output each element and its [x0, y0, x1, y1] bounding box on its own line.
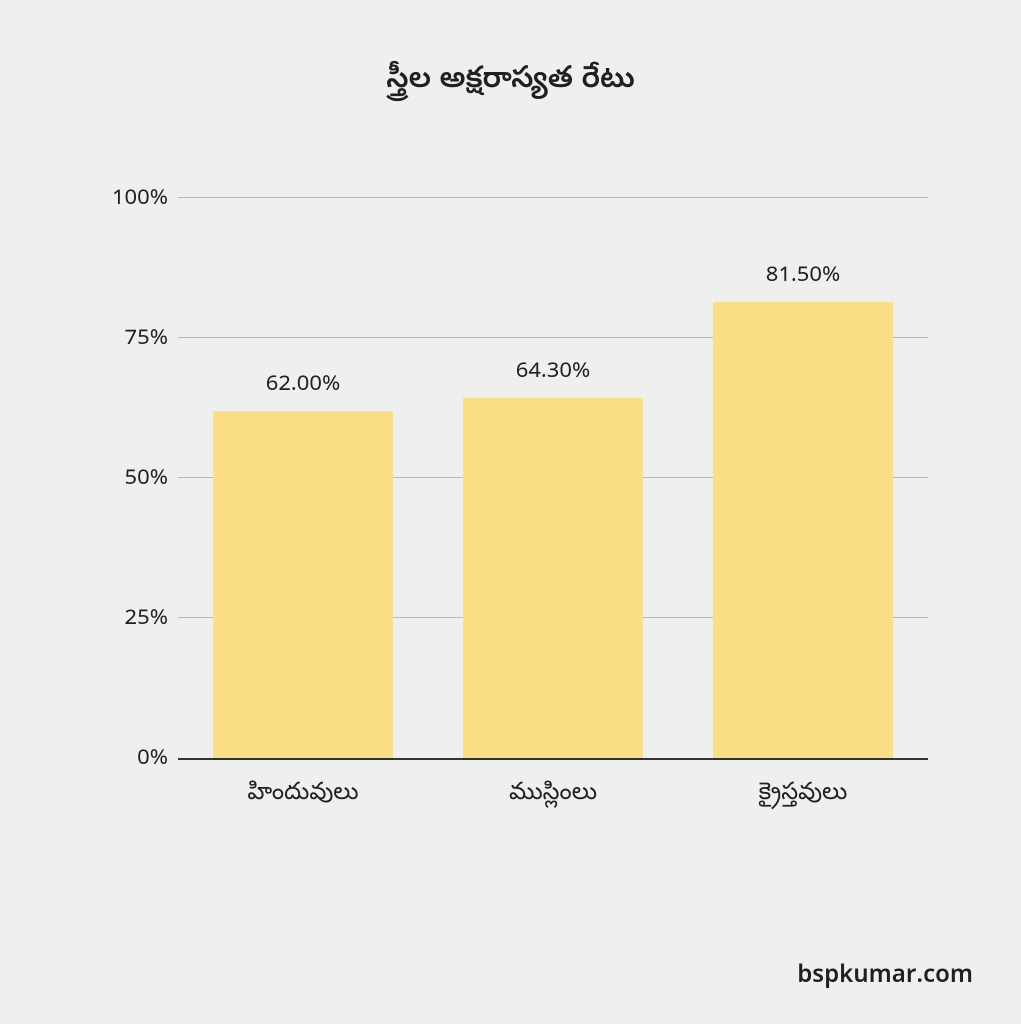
y-tick-0: 0% — [108, 745, 168, 775]
grid-line-100 — [178, 197, 928, 198]
chart-area: 0% 25% 50% 75% 100% 62.00% 64.30% 81.50%… — [108, 200, 928, 820]
bar-1 — [463, 398, 643, 758]
bar-2 — [713, 302, 893, 758]
bar-0 — [213, 411, 393, 758]
bar-label-1: 64.30% — [453, 358, 653, 388]
chart-title: స్త్రీల అక్షరాస్యత రేటు — [0, 0, 1021, 102]
x-tick-0: హిందువులు — [247, 778, 358, 811]
x-tick-1: ముస్లింలు — [509, 778, 597, 811]
bar-label-0: 62.00% — [203, 371, 403, 401]
y-tick-100: 100% — [108, 185, 168, 215]
attribution: bspkumar.com — [797, 961, 973, 994]
plot-area: 62.00% 64.30% 81.50% — [178, 200, 928, 760]
y-tick-50: 50% — [108, 465, 168, 495]
y-tick-25: 25% — [108, 605, 168, 635]
x-tick-2: క్రైస్తవులు — [759, 778, 848, 811]
y-tick-75: 75% — [108, 325, 168, 355]
bar-label-2: 81.50% — [703, 262, 903, 292]
